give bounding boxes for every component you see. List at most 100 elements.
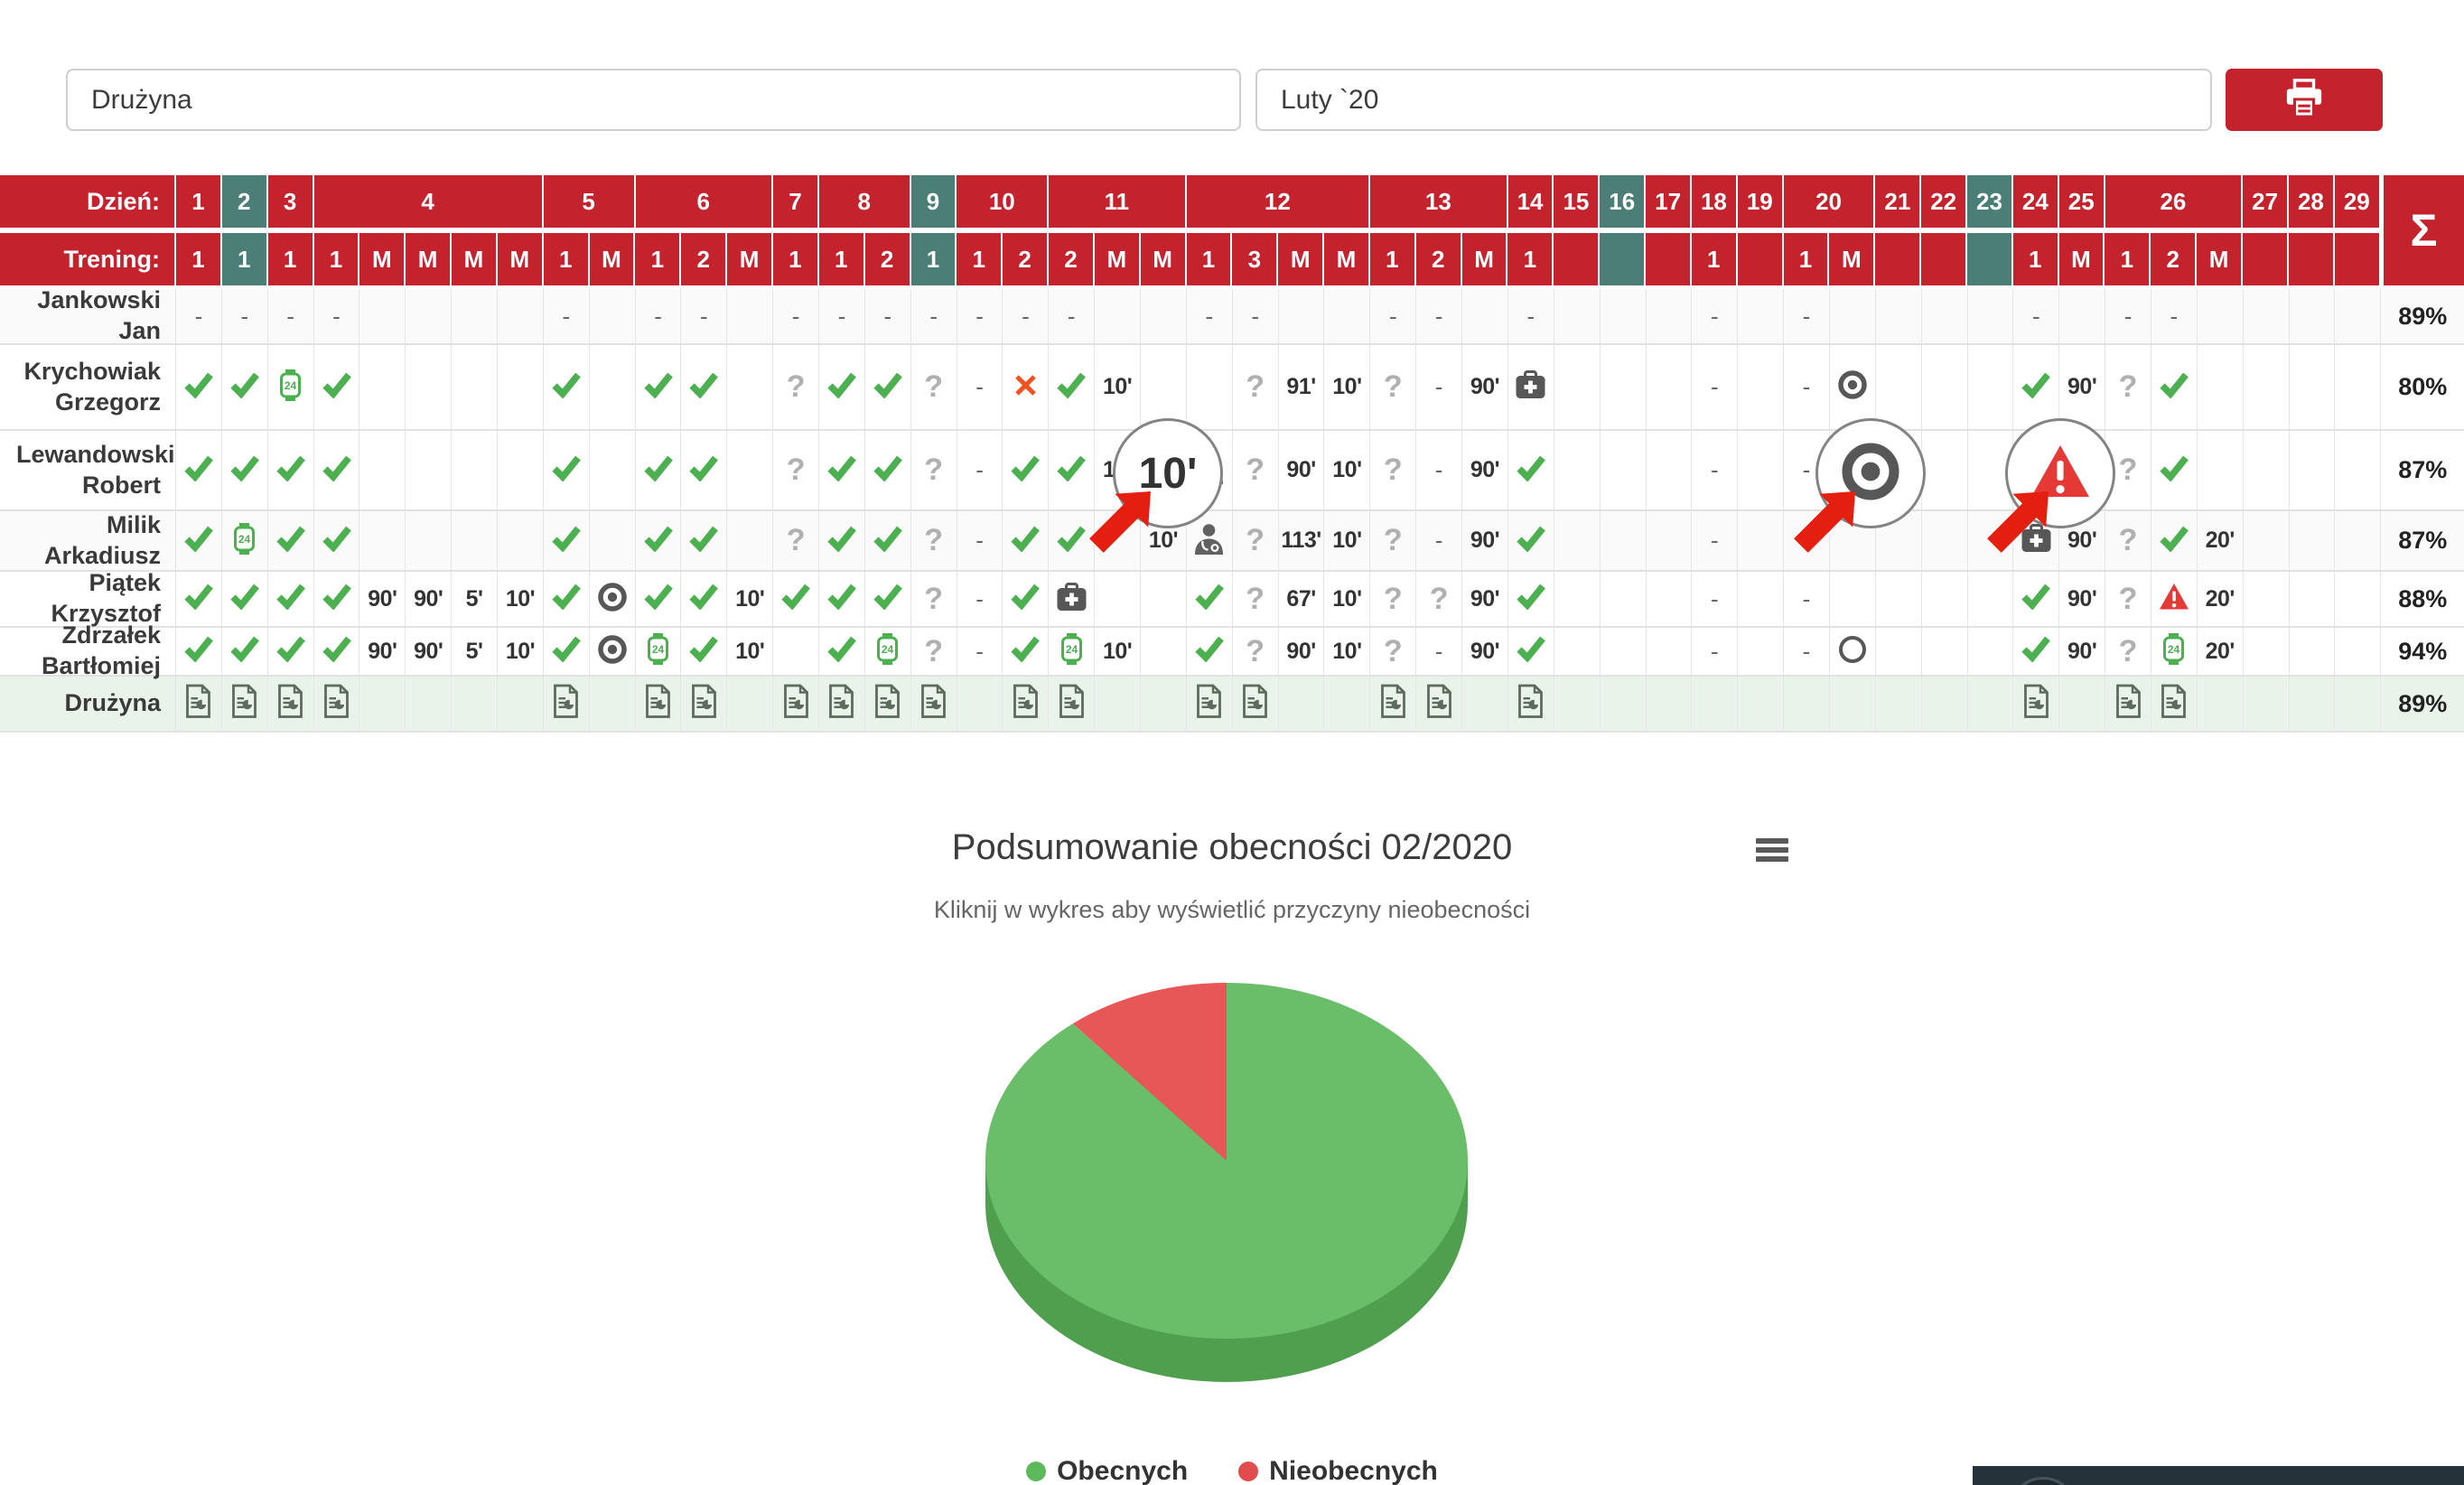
- attendance-cell[interactable]: [1554, 511, 1601, 570]
- attendance-cell[interactable]: [176, 677, 222, 731]
- attendance-cell[interactable]: ?: [1370, 511, 1417, 570]
- legend-item-present[interactable]: Obecnych: [1026, 1456, 1188, 1485]
- attendance-cell[interactable]: [1968, 289, 2014, 343]
- attendance-cell[interactable]: 90': [406, 572, 453, 626]
- attendance-cell[interactable]: [1462, 677, 1508, 731]
- attendance-cell[interactable]: [1830, 289, 1876, 343]
- attendance-cell[interactable]: -: [1508, 289, 1554, 343]
- attendance-cell[interactable]: 90': [1462, 572, 1508, 626]
- attendance-cell[interactable]: [1647, 677, 1693, 731]
- attendance-cell[interactable]: [1554, 431, 1601, 509]
- attendance-cell[interactable]: 10': [1324, 345, 1371, 429]
- attendance-cell[interactable]: [2059, 289, 2106, 343]
- attendance-cell[interactable]: [681, 345, 728, 429]
- attendance-cell[interactable]: 20': [2198, 628, 2244, 675]
- attendance-cell[interactable]: [359, 289, 406, 343]
- attendance-cell[interactable]: [1830, 628, 1876, 675]
- attendance-cell[interactable]: [1554, 345, 1601, 429]
- attendance-cell[interactable]: -: [1003, 289, 1050, 343]
- attendance-cell[interactable]: [2013, 511, 2060, 570]
- attendance-cell[interactable]: [590, 345, 636, 429]
- attendance-cell[interactable]: [773, 572, 820, 626]
- attendance-cell[interactable]: [1647, 628, 1693, 675]
- attendance-cell[interactable]: [1876, 677, 1922, 731]
- attendance-cell[interactable]: [314, 511, 360, 570]
- attendance-cell[interactable]: 10': [1095, 345, 1142, 429]
- attendance-cell[interactable]: [681, 677, 728, 731]
- attendance-cell[interactable]: [2290, 677, 2336, 731]
- attendance-cell[interactable]: [2151, 572, 2198, 626]
- attendance-cell[interactable]: ?: [1233, 431, 1279, 509]
- attendance-cell[interactable]: 24: [222, 511, 268, 570]
- attendance-cell[interactable]: [2151, 677, 2198, 731]
- attendance-cell[interactable]: [1279, 289, 1325, 343]
- attendance-cell[interactable]: [1095, 511, 1142, 570]
- attendance-cell[interactable]: [176, 572, 222, 626]
- attendance-cell[interactable]: [2105, 677, 2151, 731]
- attendance-cell[interactable]: [636, 677, 682, 731]
- attendance-cell[interactable]: [2013, 628, 2060, 675]
- attendance-cell[interactable]: [590, 677, 636, 731]
- attendance-cell[interactable]: [498, 431, 544, 509]
- attendance-cell[interactable]: [865, 345, 911, 429]
- attendance-cell[interactable]: ?: [2105, 431, 2151, 509]
- attendance-cell[interactable]: [1508, 572, 1554, 626]
- attendance-cell[interactable]: [1095, 289, 1142, 343]
- legend-item-absent[interactable]: Nieobecnych: [1238, 1456, 1438, 1485]
- print-button[interactable]: [2226, 69, 2383, 131]
- attendance-cell[interactable]: 90': [1462, 628, 1508, 675]
- attendance-cell[interactable]: ?: [1370, 572, 1417, 626]
- attendance-cell[interactable]: [544, 677, 590, 731]
- attendance-cell[interactable]: [1876, 572, 1922, 626]
- attendance-cell[interactable]: [1508, 345, 1554, 429]
- attendance-cell[interactable]: [590, 628, 636, 675]
- attendance-cell[interactable]: -: [176, 289, 222, 343]
- attendance-cell[interactable]: [1508, 431, 1554, 509]
- attendance-cell[interactable]: [1922, 511, 1968, 570]
- attendance-cell[interactable]: -: [1233, 289, 1279, 343]
- attendance-cell[interactable]: 24: [865, 628, 911, 675]
- attendance-cell[interactable]: -: [865, 289, 911, 343]
- attendance-cell[interactable]: [1324, 677, 1371, 731]
- attendance-cell[interactable]: -: [773, 289, 820, 343]
- attendance-cell[interactable]: [1876, 289, 1922, 343]
- attendance-cell[interactable]: [2198, 345, 2244, 429]
- attendance-cell[interactable]: [1049, 572, 1096, 626]
- attendance-cell[interactable]: [452, 511, 499, 570]
- attendance-cell[interactable]: [1554, 572, 1601, 626]
- attendance-cell[interactable]: -: [1370, 289, 1417, 343]
- attendance-cell[interactable]: [2244, 628, 2290, 675]
- attendance-cell[interactable]: 90': [1279, 628, 1325, 675]
- attendance-cell[interactable]: [819, 628, 865, 675]
- attendance-cell[interactable]: [314, 572, 360, 626]
- attendance-cell[interactable]: ?: [1370, 345, 1417, 429]
- attendance-cell[interactable]: -: [2151, 289, 2198, 343]
- attendance-cell[interactable]: [2151, 431, 2198, 509]
- attendance-cell[interactable]: 10': [1141, 511, 1187, 570]
- attendance-cell[interactable]: [1187, 628, 1233, 675]
- attendance-cell[interactable]: [819, 431, 865, 509]
- attendance-cell[interactable]: [1141, 345, 1187, 429]
- attendance-cell[interactable]: 90': [2059, 511, 2106, 570]
- attendance-cell[interactable]: [773, 677, 820, 731]
- attendance-cell[interactable]: [2198, 677, 2244, 731]
- attendance-cell[interactable]: [1554, 289, 1601, 343]
- attendance-cell[interactable]: [452, 677, 499, 731]
- attendance-cell[interactable]: [176, 431, 222, 509]
- attendance-cell[interactable]: [452, 289, 499, 343]
- attendance-cell[interactable]: [1692, 677, 1739, 731]
- attendance-cell[interactable]: [2335, 511, 2382, 570]
- attendance-cell[interactable]: [314, 345, 360, 429]
- attendance-cell[interactable]: -: [222, 289, 268, 343]
- attendance-cell[interactable]: [406, 677, 453, 731]
- attendance-cell[interactable]: -: [957, 431, 1003, 509]
- attendance-cell[interactable]: [2290, 628, 2336, 675]
- attendance-cell[interactable]: [2244, 431, 2290, 509]
- attendance-cell[interactable]: [1554, 628, 1601, 675]
- attendance-cell[interactable]: [1922, 431, 1968, 509]
- attendance-cell[interactable]: [544, 345, 590, 429]
- attendance-cell[interactable]: 10': [1324, 628, 1371, 675]
- attendance-cell[interactable]: [314, 431, 360, 509]
- attendance-cell[interactable]: [1876, 345, 1922, 429]
- attendance-cell[interactable]: [865, 511, 911, 570]
